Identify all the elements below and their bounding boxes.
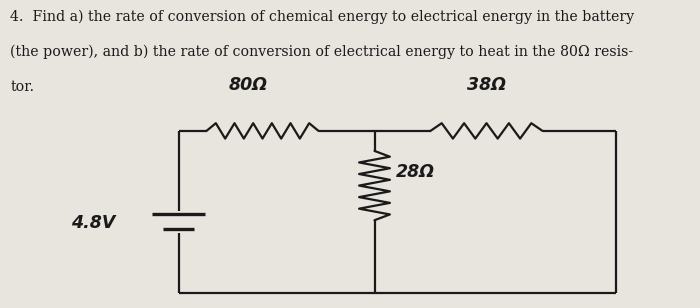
Text: 28Ω: 28Ω (395, 164, 435, 181)
Text: 38Ω: 38Ω (467, 76, 506, 94)
Text: tor.: tor. (10, 80, 34, 94)
Text: 80Ω: 80Ω (229, 76, 268, 94)
Text: 4.8V: 4.8V (71, 214, 116, 232)
Text: 4.  Find a) the rate of conversion of chemical energy to electrical energy in th: 4. Find a) the rate of conversion of che… (10, 9, 635, 24)
Text: (the power), and b) the rate of conversion of electrical energy to heat in the 8: (the power), and b) the rate of conversi… (10, 45, 634, 59)
